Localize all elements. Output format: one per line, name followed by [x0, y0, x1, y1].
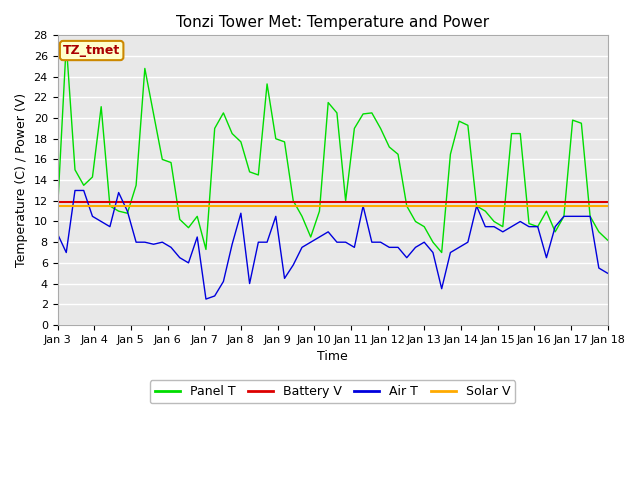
Air T — [342, 240, 349, 245]
Solar V — [412, 204, 419, 209]
Solar V — [359, 204, 367, 209]
Line: Panel T: Panel T — [58, 44, 607, 252]
Panel T — [604, 237, 611, 243]
Battery V — [604, 200, 611, 205]
Battery V — [124, 200, 131, 205]
Air T — [377, 240, 385, 245]
Air T — [604, 270, 611, 276]
Panel T — [420, 224, 428, 229]
Panel T — [63, 41, 70, 47]
Solar V — [324, 204, 332, 209]
Panel T — [132, 182, 140, 188]
Solar V — [403, 204, 411, 209]
Air T — [71, 188, 79, 193]
Panel T — [368, 110, 376, 116]
Panel T — [438, 250, 445, 255]
Panel T — [289, 198, 297, 204]
Battery V — [281, 200, 289, 205]
Battery V — [412, 200, 419, 205]
Solar V — [54, 204, 61, 209]
Air T — [420, 240, 428, 245]
Panel T — [412, 218, 419, 224]
Solar V — [604, 204, 611, 209]
Air T — [54, 231, 61, 237]
Panel T — [333, 110, 340, 116]
Air T — [202, 296, 210, 302]
X-axis label: Time: Time — [317, 350, 348, 363]
Text: TZ_tmet: TZ_tmet — [63, 44, 120, 57]
Title: Tonzi Tower Met: Temperature and Power: Tonzi Tower Met: Temperature and Power — [176, 15, 489, 30]
Solar V — [281, 204, 289, 209]
Line: Air T: Air T — [58, 191, 607, 299]
Battery V — [324, 200, 332, 205]
Y-axis label: Temperature (C) / Power (V): Temperature (C) / Power (V) — [15, 93, 28, 267]
Battery V — [403, 200, 411, 205]
Battery V — [54, 200, 61, 205]
Air T — [429, 250, 436, 255]
Battery V — [359, 200, 367, 205]
Air T — [132, 240, 140, 245]
Legend: Panel T, Battery V, Air T, Solar V: Panel T, Battery V, Air T, Solar V — [150, 380, 515, 403]
Air T — [298, 244, 306, 250]
Panel T — [54, 207, 61, 213]
Solar V — [124, 204, 131, 209]
